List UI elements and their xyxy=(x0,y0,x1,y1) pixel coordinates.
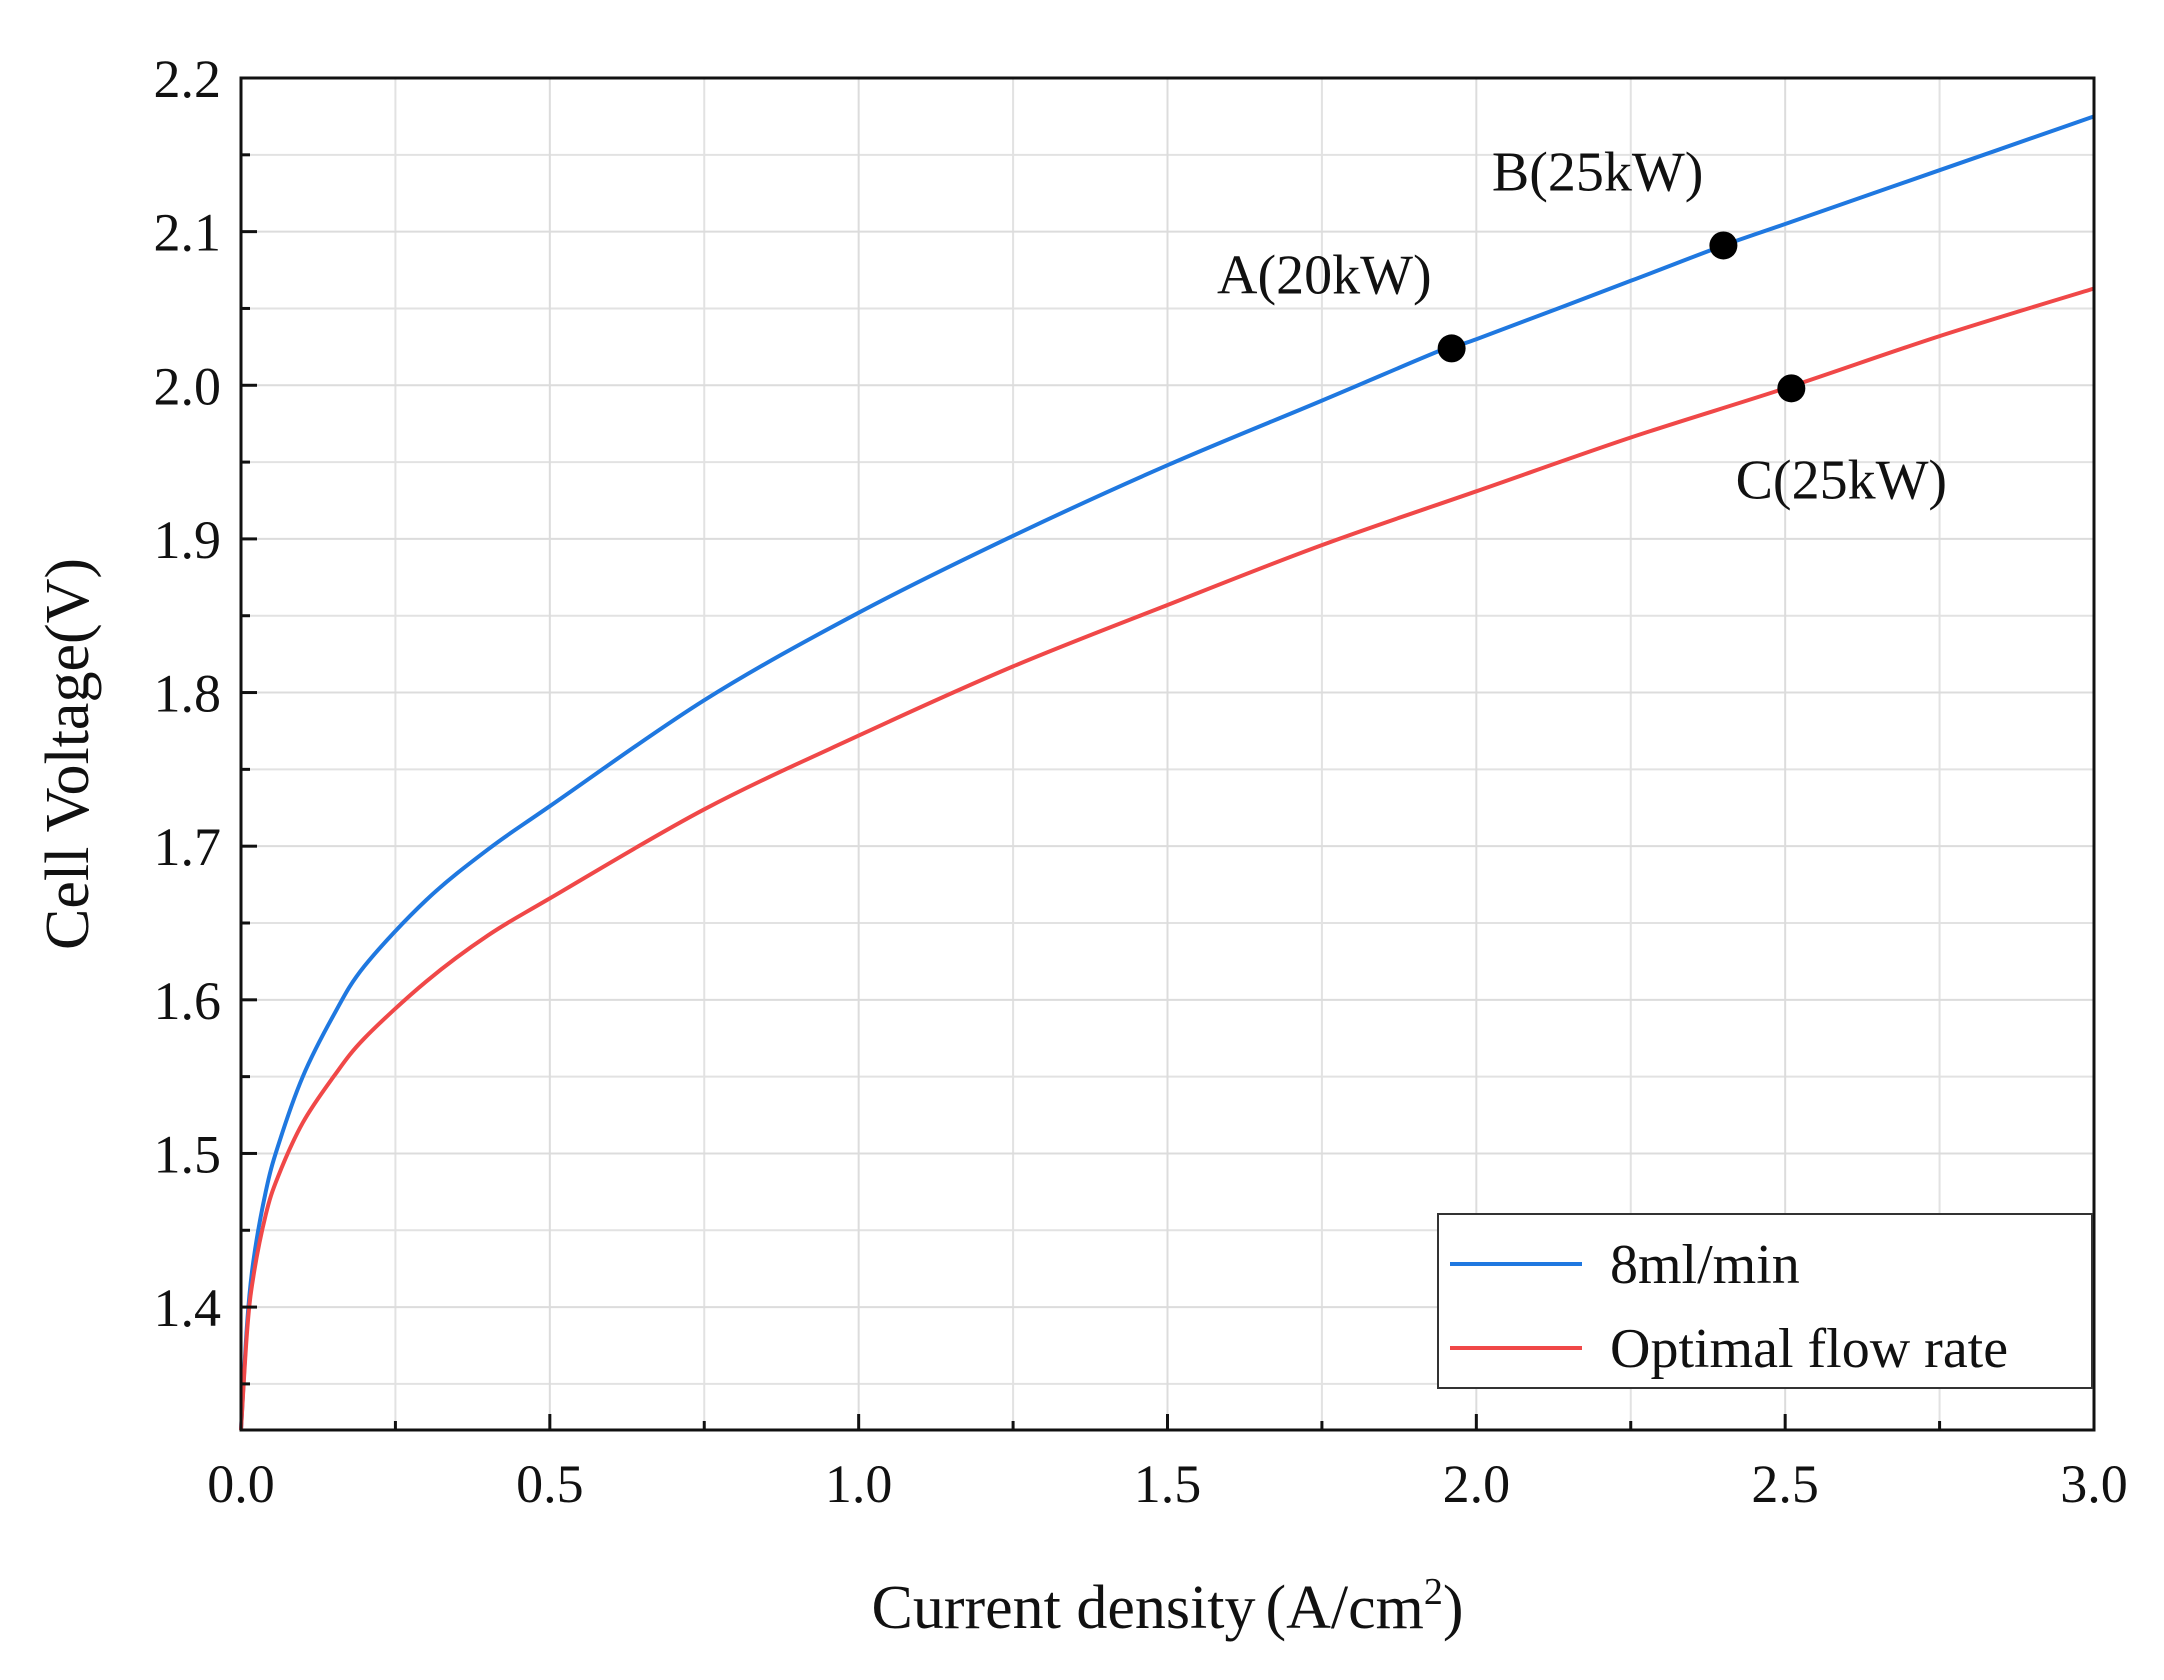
legend-label-optimal-flow-rate: Optimal flow rate xyxy=(1610,1318,2008,1380)
legend-label-8ml-min: 8ml/min xyxy=(1610,1234,1800,1296)
marked-points-layer: A(20kW) B(25kW) C(25kW) xyxy=(1217,141,1947,511)
point-c-25kw xyxy=(1777,374,1806,403)
y-tick-label: 1.6 xyxy=(154,971,222,1031)
y-tick-label: 1.7 xyxy=(154,817,222,877)
legend-box xyxy=(1437,1213,2093,1389)
annotation-a-20kw: A(20kW) xyxy=(1217,244,1432,306)
grid-lines xyxy=(241,78,2094,1430)
legend: 8ml/min Optimal flow rate xyxy=(1437,1213,2093,1389)
y-tick-label: 2.2 xyxy=(154,49,222,109)
series-layer xyxy=(239,114,2095,1431)
x-tick-label: 1.5 xyxy=(1134,1454,1202,1514)
x-tick-label: 2.5 xyxy=(1751,1454,1819,1514)
annotation-b-25kw: B(25kW) xyxy=(1492,141,1704,203)
y-tick-label: 1.9 xyxy=(154,510,222,570)
x-tick-label: 1.0 xyxy=(825,1454,893,1514)
tick-labels: 0.0 0.5 1.0 1.5 2.0 2.5 3.0 1.4 1.5 1.6 1.7 1.8 1.9 2… xyxy=(154,49,2128,1514)
x-tick-label: 0.0 xyxy=(207,1454,275,1514)
axis-ticks xyxy=(239,76,2096,1430)
y-tick-label: 1.4 xyxy=(154,1278,222,1338)
y-tick-label: 2.1 xyxy=(154,203,222,263)
x-tick-label: 0.5 xyxy=(516,1454,584,1514)
series-line-optimal-flow-rate xyxy=(239,286,2095,1431)
x-tick-label: 3.0 xyxy=(2060,1454,2128,1514)
y-tick-label: 2.0 xyxy=(154,356,222,416)
series-line-8ml-min xyxy=(239,114,2095,1431)
y-tick-label: 1.8 xyxy=(154,664,222,724)
point-a-20kw xyxy=(1437,334,1466,363)
annotation-c-25kw: C(25kW) xyxy=(1736,449,1948,511)
point-b-25kw xyxy=(1709,231,1738,260)
x-axis-title: Current density (A/cm2) xyxy=(871,1571,1463,1642)
y-axis-title: Cell Voltage(V) xyxy=(34,558,102,950)
y-tick-label: 1.5 xyxy=(154,1124,222,1184)
x-tick-label: 2.0 xyxy=(1443,1454,1511,1514)
